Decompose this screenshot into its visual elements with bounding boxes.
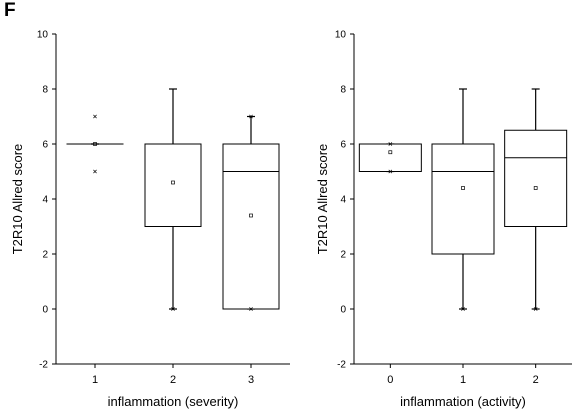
- box: [222, 143, 280, 310]
- mean-marker: [171, 180, 175, 185]
- outlier-marker: [93, 169, 97, 174]
- outlier-marker: [388, 169, 393, 174]
- mean-marker: [388, 150, 393, 155]
- x-tick-label: 0: [387, 374, 393, 386]
- y-tick-label: -2: [39, 360, 48, 371]
- box: [431, 143, 495, 255]
- outlier-marker: [461, 307, 465, 311]
- y-tick-label: 2: [340, 250, 346, 261]
- x-tick-label: 1: [460, 374, 466, 386]
- panel-label: F: [4, 0, 16, 21]
- outlier-marker: [249, 307, 253, 311]
- mean-marker: [93, 142, 97, 146]
- outlier-marker: [171, 307, 175, 311]
- outlier-marker: [93, 114, 97, 119]
- y-tick-label: -2: [337, 360, 346, 371]
- y-tick-label: 0: [340, 305, 346, 316]
- y-tick-label: 4: [42, 195, 48, 206]
- y-tick-label: 6: [42, 140, 48, 151]
- x-tick-label: 2: [533, 374, 539, 386]
- mean-marker: [249, 213, 253, 218]
- x-tick-label: 1: [92, 374, 98, 386]
- box: [504, 129, 568, 227]
- x-tick-label: 3: [248, 374, 254, 386]
- y-tick-label: 10: [335, 30, 347, 41]
- y-tick-label: 6: [340, 140, 346, 151]
- x-axis-label: inflammation (activity): [400, 394, 526, 409]
- y-axis-label: T2R10 Allred score: [315, 144, 330, 255]
- outlier-marker: [388, 142, 393, 146]
- mean-marker: [533, 186, 538, 190]
- outlier-marker: [533, 307, 538, 311]
- mean-marker: [461, 186, 465, 190]
- y-tick-label: 8: [42, 85, 48, 96]
- y-tick-label: 8: [340, 85, 346, 96]
- y-tick-label: 4: [340, 195, 346, 206]
- x-tick-label: 2: [170, 374, 176, 386]
- chart-activity: -2 0 2 4 6 8 10 0 1 2 T2R10 Allred score inflammati…: [315, 30, 572, 409]
- box: [358, 143, 422, 172]
- y-tick-label: 2: [42, 250, 48, 261]
- x-axis-label: inflammation (severity): [108, 394, 239, 409]
- y-tick-label: 0: [42, 305, 48, 316]
- y-axis-label: T2R10 Allred score: [10, 144, 25, 255]
- y-tick-label: 10: [37, 30, 49, 41]
- outlier-marker: [249, 114, 253, 119]
- box: [144, 143, 202, 227]
